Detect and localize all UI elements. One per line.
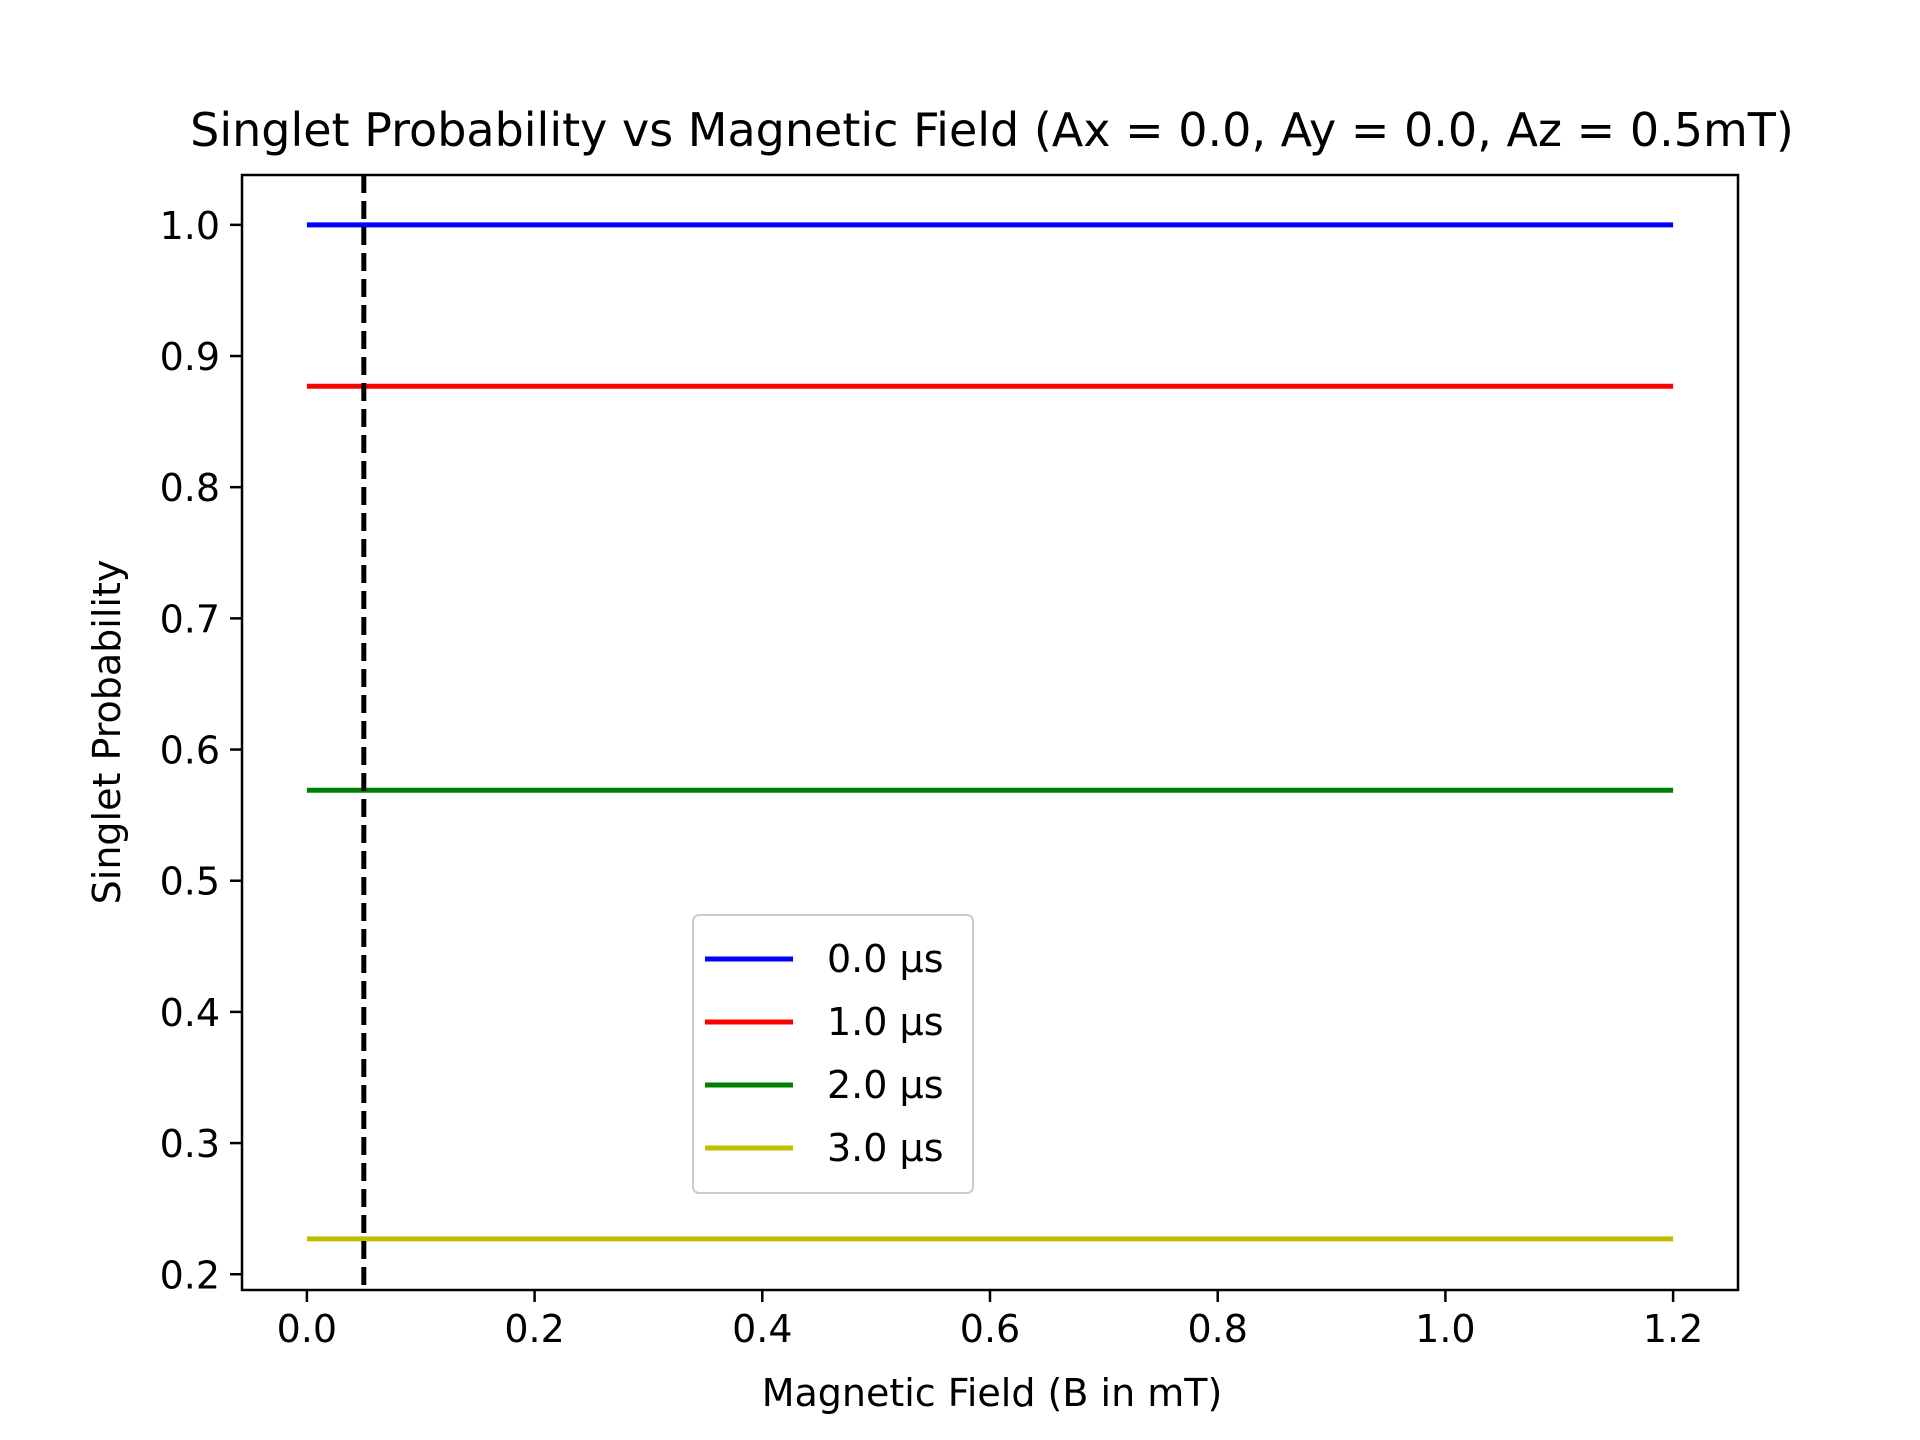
- legend-label: 1.0 µs: [827, 1000, 944, 1044]
- y-tick-label: 1.0: [160, 204, 220, 248]
- legend: 0.0 µs 1.0 µs 2.0 µs 3.0 µs: [692, 914, 974, 1194]
- legend-box: [692, 914, 974, 1194]
- plot-area: [306, 175, 1674, 1290]
- y-tick-label: 0.9: [160, 335, 220, 379]
- x-tick-label: 0.4: [732, 1307, 792, 1351]
- legend-label: 3.0 µs: [827, 1126, 944, 1170]
- x-tick-label: 0.8: [1187, 1307, 1247, 1351]
- x-axis: 0.0 0.2 0.4 0.6 0.8 1.0 1.2: [277, 1290, 1703, 1351]
- legend-label: 0.0 µs: [827, 937, 944, 981]
- x-tick-label: 0.6: [960, 1307, 1020, 1351]
- y-tick-label: 0.3: [160, 1122, 220, 1166]
- y-tick-label: 0.5: [160, 860, 220, 904]
- x-tick-label: 0.2: [504, 1307, 564, 1351]
- y-tick-label: 0.2: [160, 1253, 220, 1297]
- y-tick-label: 0.4: [160, 991, 220, 1035]
- x-tick-label: 1.2: [1643, 1307, 1703, 1351]
- axes-frame: [240, 173, 1740, 1292]
- y-axis-label: Singlet Probability: [85, 560, 129, 905]
- y-tick-label: 0.6: [160, 729, 220, 773]
- x-tick-label: 0.0: [277, 1307, 337, 1351]
- x-axis-label: Magnetic Field (B in mT): [762, 1371, 1223, 1415]
- y-tick-label: 0.8: [160, 466, 220, 510]
- chart-title: Singlet Probability vs Magnetic Field (A…: [190, 103, 1794, 157]
- x-tick-label: 1.0: [1415, 1307, 1475, 1351]
- y-axis: 0.2 0.3 0.4 0.5 0.6 0.7 0.8 0.9 1.0: [160, 204, 242, 1297]
- legend-label: 2.0 µs: [827, 1063, 944, 1107]
- y-tick-label: 0.7: [160, 597, 220, 641]
